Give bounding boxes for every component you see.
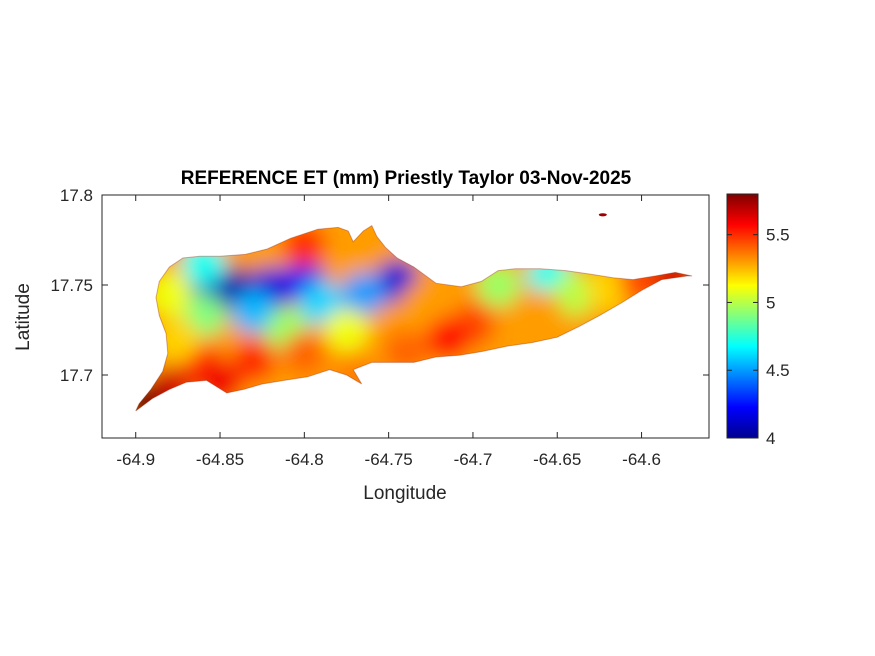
colorbar-tick-label: 4.5 <box>766 361 790 380</box>
y-tick-label: 17.75 <box>50 276 93 295</box>
x-tick-label: -64.85 <box>196 450 244 469</box>
x-tick-label: -64.6 <box>622 450 661 469</box>
field-sample <box>282 331 327 376</box>
et-field <box>135 225 693 411</box>
field-sample <box>476 263 521 307</box>
axes-box <box>101 194 710 439</box>
islet-mark <box>598 213 607 217</box>
colorbar-frame <box>726 193 759 439</box>
colorbar-ticks: 4 4.5 5 5.5 <box>727 226 790 448</box>
x-tick-label: -64.9 <box>116 450 155 469</box>
plot-area: -64.9 -64.85 -64.8 -64.75 -64.7 -64.65 -64.6 1… <box>50 186 710 469</box>
x-tick-label: -64.7 <box>454 450 493 469</box>
y-tick-label: 17.7 <box>60 366 93 385</box>
field-sample <box>135 381 167 411</box>
island-outline <box>135 224 693 412</box>
chart-title: REFERENCE ET (mm) Priestly Taylor 03-Nov… <box>181 168 632 189</box>
y-axis: 17.7 17.75 17.8 <box>50 186 709 385</box>
colorbar-tick-label: 4 <box>766 429 775 448</box>
field-sample <box>181 241 226 286</box>
colorbar: 4 4.5 5 5.5 <box>726 193 790 448</box>
colorbar-tick-label: 5 <box>766 293 775 312</box>
field-sample <box>147 272 192 316</box>
x-tick-label: -64.65 <box>533 450 581 469</box>
x-tick-label: -64.75 <box>365 450 413 469</box>
field-sample <box>324 308 369 352</box>
y-tick-label: 17.8 <box>60 186 93 205</box>
field-sample <box>383 329 428 374</box>
field-sample <box>198 362 242 406</box>
field-sample <box>341 272 386 316</box>
field-sample <box>231 290 276 334</box>
et-field-blobs <box>135 225 693 411</box>
field-sample <box>425 317 470 361</box>
y-axis-title: Latitude <box>13 283 34 351</box>
field-sample <box>552 272 597 316</box>
field-sample <box>518 290 563 334</box>
islet-layer <box>598 213 607 217</box>
x-axis-title: Longitude <box>363 483 446 504</box>
field-sample <box>400 281 445 325</box>
x-tick-label: -64.8 <box>285 450 324 469</box>
field-sample <box>332 353 377 397</box>
field-sample <box>231 338 276 383</box>
colorbar-gradient <box>727 194 758 438</box>
field-sample <box>282 225 327 268</box>
colorbar-tick-label: 5.5 <box>766 226 790 245</box>
x-axis: -64.9 -64.85 -64.8 -64.75 -64.7 -64.65 -64.6 <box>116 195 661 469</box>
